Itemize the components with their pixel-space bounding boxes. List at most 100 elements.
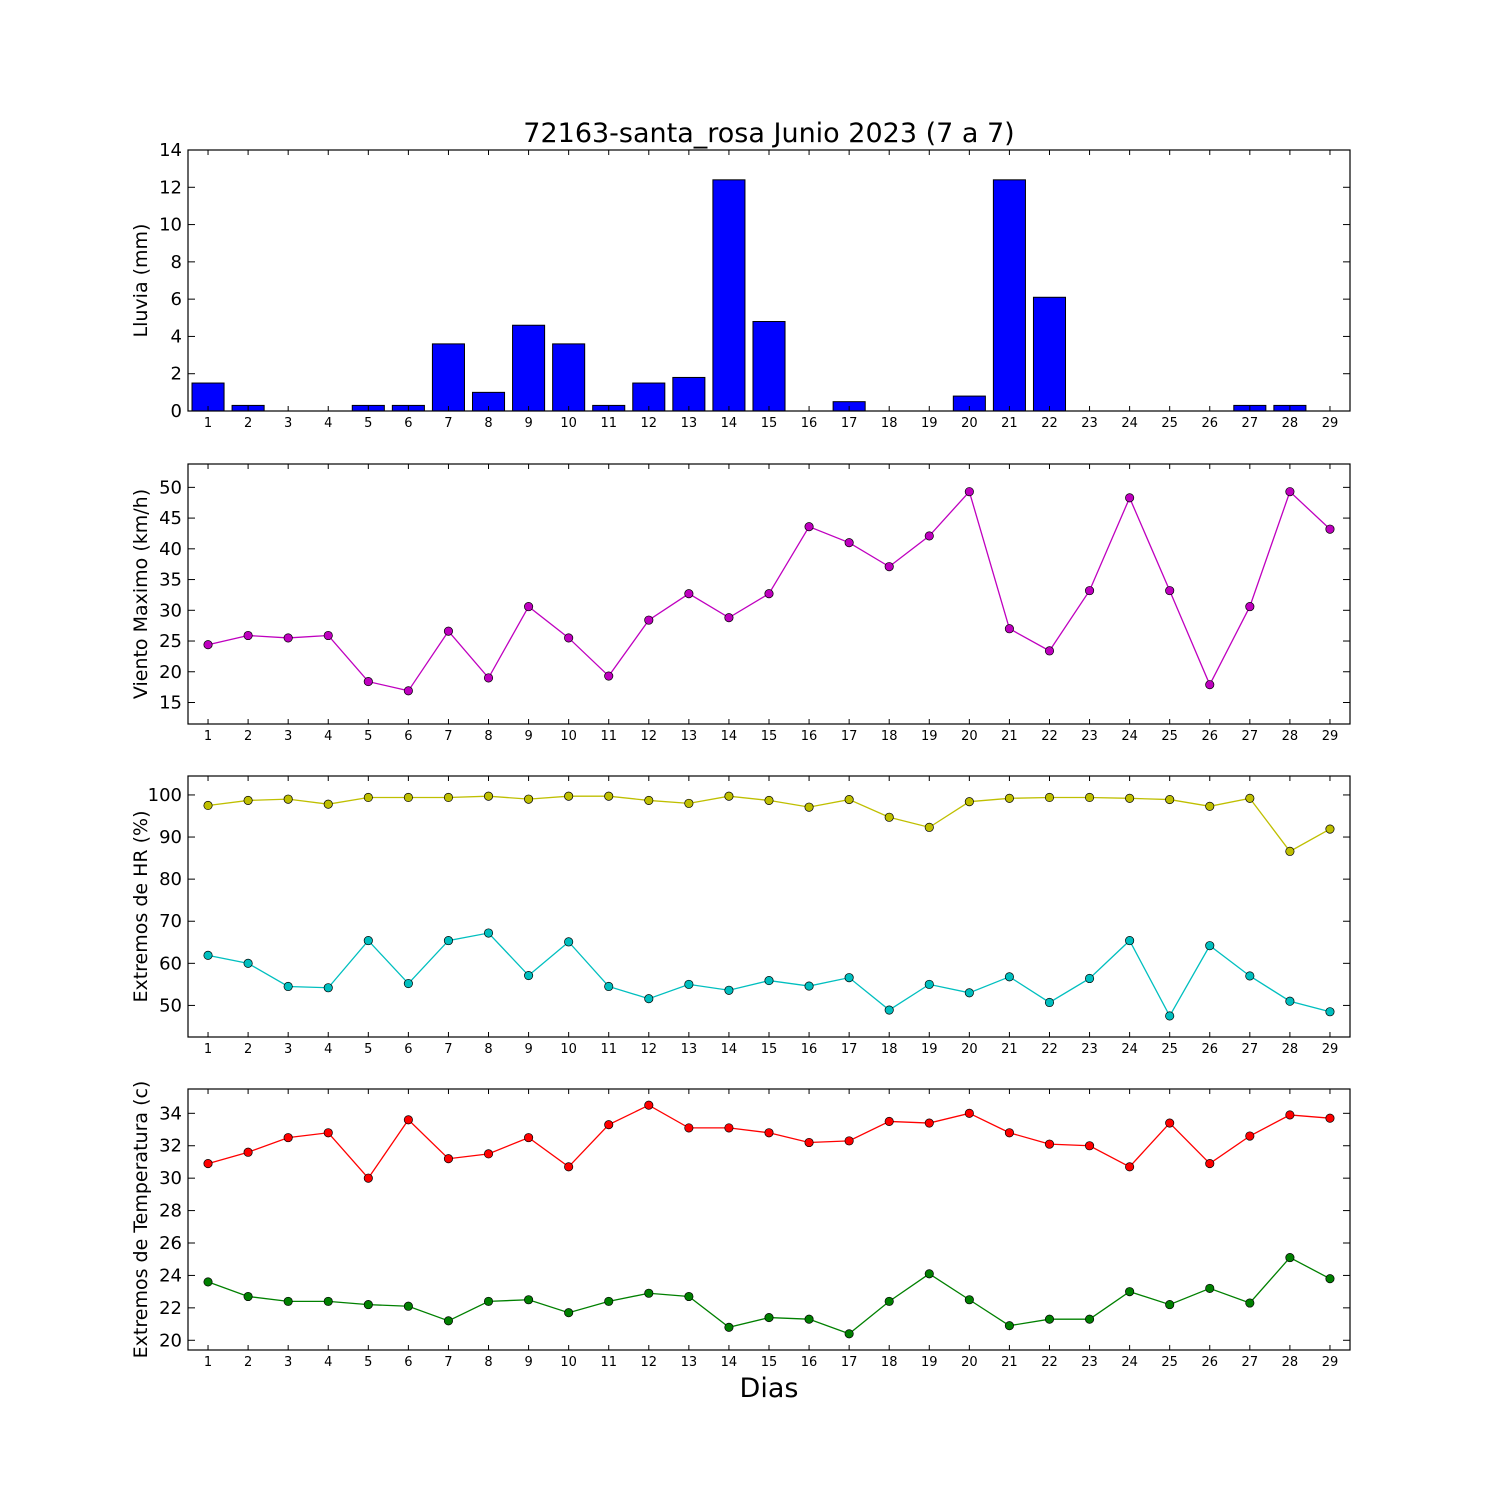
humidity-point [283,794,293,804]
humidity-point [483,928,494,938]
rain-bar [1032,296,1067,412]
humidity-point [644,994,654,1004]
temperature-point [1325,1113,1335,1123]
rain-x-tick-label: 14 [721,416,738,431]
wind-point [323,630,333,641]
temperature-point [764,1128,774,1138]
wind-point [1245,602,1255,612]
temperature-point [1245,1131,1255,1141]
temperature-y-tick-label: 30 [159,1168,182,1189]
temperature-point [243,1291,253,1302]
wind-point [1044,646,1055,656]
wind-point [403,686,413,696]
temperature-point [1245,1298,1255,1308]
temperature-point [884,1116,894,1126]
humidity-x-tick-label: 26 [1201,1042,1218,1057]
wind-x-tick-label: 14 [721,729,738,744]
rain-y-tick-label: 0 [171,401,182,422]
rain-x-tick-label: 5 [364,416,372,431]
temperature-y-tick-label: 34 [159,1103,182,1124]
humidity-point [524,970,534,981]
temperature-point [1085,1314,1095,1324]
humidity-point [1165,1011,1175,1021]
humidity-x-tick-label: 25 [1161,1042,1178,1057]
rain-x-tick-label: 7 [444,416,452,431]
wind-x-tick-label: 25 [1161,729,1178,744]
humidity-point [564,937,574,947]
humidity-point [1325,824,1335,834]
temperature-x-tick-label: 2 [244,1355,252,1370]
temperature-x-tick-label: 5 [364,1355,372,1370]
wind-y-tick-label: 15 [159,692,182,713]
rain-bar [712,179,746,412]
rain-x-tick-label: 24 [1121,416,1138,431]
wind-y-tick-label: 35 [159,570,182,591]
temperature-point [1285,1253,1295,1263]
wind-x-tick-label: 5 [364,729,372,744]
rain-x-tick-label: 25 [1161,416,1178,431]
temperature-point [1044,1314,1055,1324]
chart-title: 72163-santa_rosa Junio 2023 (7 a 7) [523,118,1014,149]
temperature-x-tick-label: 4 [324,1355,332,1370]
rain-x-tick-label: 17 [841,416,858,431]
humidity-x-tick-label: 2 [244,1042,252,1057]
rain-y-tick-label: 4 [171,326,182,347]
humidity-y-axis-label: Extremos de HR (%) [130,810,152,1002]
humidity-point [1245,793,1255,803]
wind-x-tick-label: 9 [524,729,532,744]
humidity-x-tick-label: 3 [284,1042,292,1057]
wind-x-tick-label: 23 [1081,729,1098,744]
humidity-point [524,794,534,804]
rain-y-axis-label: Lluvia (mm) [130,224,152,338]
temperature-point [443,1154,453,1164]
wind-point [524,602,534,612]
rain-y-tick-label: 8 [171,252,182,273]
temperature-point [1004,1321,1014,1331]
wind-x-tick-label: 27 [1242,729,1259,744]
wind-x-tick-label: 3 [284,729,292,744]
wind-point [804,522,814,532]
humidity-point [443,792,453,803]
temperature-point [1085,1141,1095,1151]
wind-x-tick-label: 19 [921,729,938,744]
temperature-point [964,1108,974,1118]
humidity-point [724,791,734,801]
temperature-point [564,1162,574,1172]
wind-x-tick-label: 24 [1121,729,1138,744]
temperature-x-tick-label: 10 [560,1355,577,1370]
temperature-x-tick-label: 3 [284,1355,292,1370]
humidity-point [1205,801,1215,811]
rain-x-tick-label: 12 [641,416,658,431]
temperature-point [724,1322,734,1332]
humidity-x-tick-label: 27 [1242,1042,1259,1057]
humidity-point [1245,971,1255,981]
humidity-point [323,983,333,993]
rain-bar [672,376,706,412]
temperature-x-tick-label: 11 [600,1355,617,1370]
wind-point [1165,586,1175,596]
wind-x-tick-label: 16 [801,729,818,744]
rain-bar [632,382,666,412]
temperature-point [924,1118,934,1128]
temperature-y-tick-label: 28 [159,1201,182,1222]
wind-x-tick-label: 18 [881,729,898,744]
temperature-point [203,1159,213,1169]
temperature-point [844,1136,854,1146]
wind-x-tick-label: 10 [560,729,577,744]
temperature-point [924,1269,934,1279]
humidity-y-tick-label: 100 [148,785,182,806]
rain-x-tick-label: 22 [1041,416,1058,431]
rain-bar [512,324,546,412]
temperature-x-tick-label: 6 [404,1355,412,1370]
humidity-point [403,978,413,989]
wind-y-tick-label: 40 [159,539,182,560]
humidity-x-tick-label: 18 [881,1042,898,1057]
temperature-point [884,1296,894,1306]
temperature-point [1125,1287,1135,1297]
temperature-point [1285,1110,1295,1120]
temperature-point [1325,1274,1335,1284]
temperature-x-tick-label: 8 [484,1355,492,1370]
wind-point [684,589,694,599]
temperature-point [804,1137,814,1148]
